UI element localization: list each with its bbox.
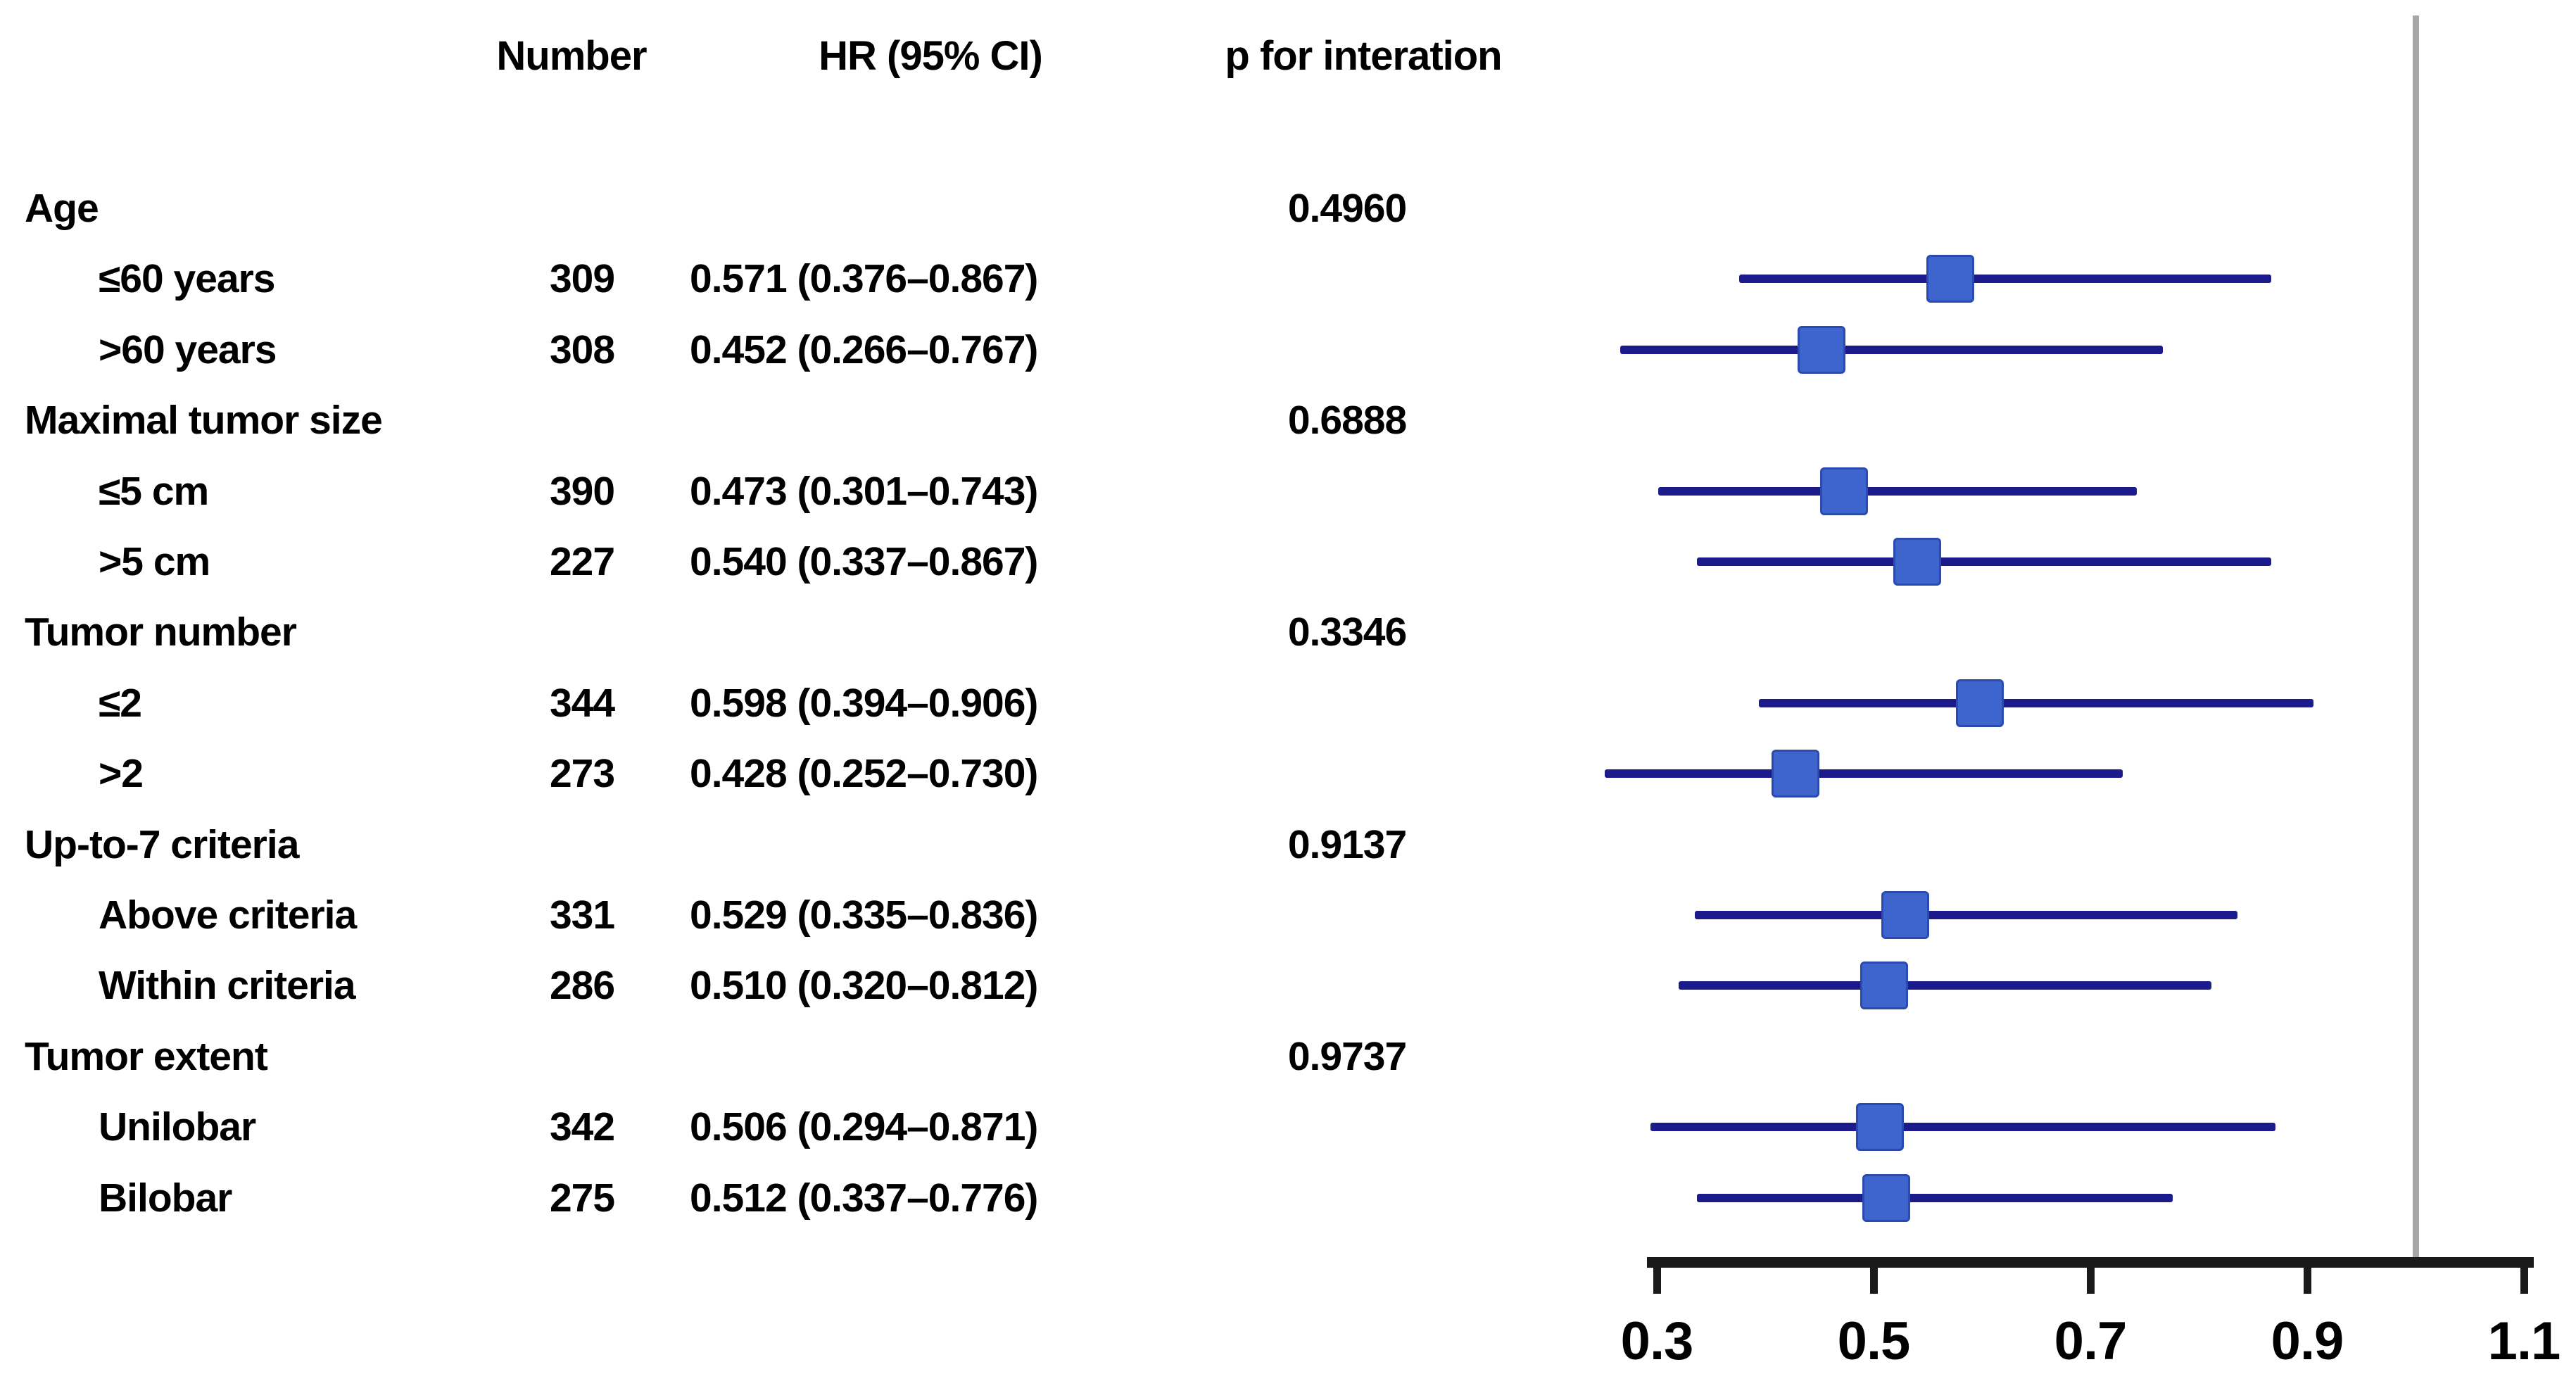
subgroup-label: Within criteria: [99, 963, 356, 1009]
column-header-number: Number: [496, 33, 647, 79]
subgroup-hr-ci-text: 0.571 (0.376–0.867): [690, 256, 1038, 302]
p-for-interaction-value: 0.9137: [1287, 821, 1407, 867]
hr-square-marker: [1856, 1103, 1905, 1152]
subgroup-hr-ci-text: 0.473 (0.301–0.743): [690, 468, 1038, 514]
subgroup-label: >2: [99, 751, 144, 797]
group-label: Maximal tumor size: [25, 398, 383, 443]
p-for-interaction-value: 0.4960: [1287, 186, 1407, 231]
hr-square-marker: [1772, 750, 1820, 798]
subgroup-hr-ci-text: 0.598 (0.394–0.906): [690, 680, 1038, 726]
p-for-interaction-value: 0.3346: [1287, 610, 1407, 655]
x-axis-tick-label: 0.5: [1837, 1311, 1911, 1371]
ci-line: [1696, 557, 2272, 566]
subgroup-hr-ci-text: 0.529 (0.335–0.836): [690, 893, 1038, 938]
subgroup-label: ≤2: [99, 680, 142, 726]
p-for-interaction-value: 0.9737: [1287, 1033, 1407, 1079]
hr-square-marker: [1955, 679, 2004, 727]
x-axis-tick: [2086, 1257, 2095, 1294]
x-axis-tick-label: 0.9: [2271, 1311, 2344, 1371]
x-axis-tick: [1653, 1257, 1661, 1294]
subgroup-label: >5 cm: [99, 539, 210, 584]
subgroup-hr-ci-text: 0.510 (0.320–0.812): [690, 963, 1038, 1009]
ci-line: [1694, 911, 2238, 919]
ci-line: [1605, 769, 2123, 779]
subgroup-number: 331: [549, 893, 615, 938]
subgroup-number: 309: [549, 256, 615, 302]
subgroup-label: Unilobar: [99, 1104, 256, 1150]
subgroup-hr-ci-text: 0.506 (0.294–0.871): [690, 1104, 1038, 1150]
ci-line: [1650, 1123, 2276, 1132]
subgroup-label: ≤60 years: [99, 256, 276, 302]
x-axis-tick: [2303, 1257, 2311, 1294]
subgroup-number: 344: [549, 680, 615, 726]
ci-line: [1678, 981, 2212, 990]
subgroup-number: 308: [549, 327, 615, 372]
hr-square-marker: [1860, 962, 1909, 1010]
subgroup-hr-ci-text: 0.540 (0.337–0.867): [690, 539, 1038, 584]
subgroup-number: 390: [549, 468, 615, 514]
group-label: Up-to-7 criteria: [25, 821, 299, 867]
x-axis-tick-label: 1.1: [2487, 1311, 2561, 1371]
column-header-hr-ci: HR (95% CI): [819, 33, 1043, 79]
subgroup-number: 227: [549, 539, 615, 584]
hr-square-marker: [1798, 325, 1846, 374]
subgroup-hr-ci-text: 0.452 (0.266–0.767): [690, 327, 1038, 372]
hr-square-marker: [1926, 255, 1975, 303]
p-for-interaction-value: 0.6888: [1287, 398, 1407, 443]
subgroup-number: 273: [549, 751, 615, 797]
x-axis-tick-label: 0.7: [2054, 1311, 2128, 1371]
subgroup-hr-ci-text: 0.512 (0.337–0.776): [690, 1175, 1038, 1221]
ci-line: [1620, 345, 2164, 354]
group-label: Tumor number: [25, 610, 297, 655]
hr-square-marker: [1881, 891, 1929, 939]
ci-line: [1696, 1193, 2173, 1202]
reference-line: [2412, 15, 2419, 1259]
group-label: Tumor extent: [25, 1033, 268, 1079]
subgroup-hr-ci-text: 0.428 (0.252–0.730): [690, 751, 1038, 797]
hr-square-marker: [1893, 538, 1941, 586]
subgroup-number: 342: [549, 1104, 615, 1150]
subgroup-label: Bilobar: [99, 1175, 232, 1221]
group-label: Age: [25, 186, 99, 231]
x-axis-tick: [2520, 1257, 2528, 1294]
ci-line: [1658, 486, 2138, 496]
x-axis-tick-label: 0.3: [1620, 1311, 1694, 1371]
x-axis-tick: [1869, 1257, 1878, 1294]
subgroup-label: ≤5 cm: [99, 468, 209, 514]
column-header-p-for-interaction: p for interation: [1225, 33, 1502, 79]
ci-line: [1739, 275, 2272, 284]
ci-line: [1758, 698, 2314, 707]
subgroup-label: Above criteria: [99, 893, 357, 938]
subgroup-label: >60 years: [99, 327, 277, 372]
hr-square-marker: [1820, 467, 1869, 515]
subgroup-number: 275: [549, 1175, 615, 1221]
hr-square-marker: [1862, 1173, 1911, 1222]
subgroup-number: 286: [549, 963, 615, 1009]
